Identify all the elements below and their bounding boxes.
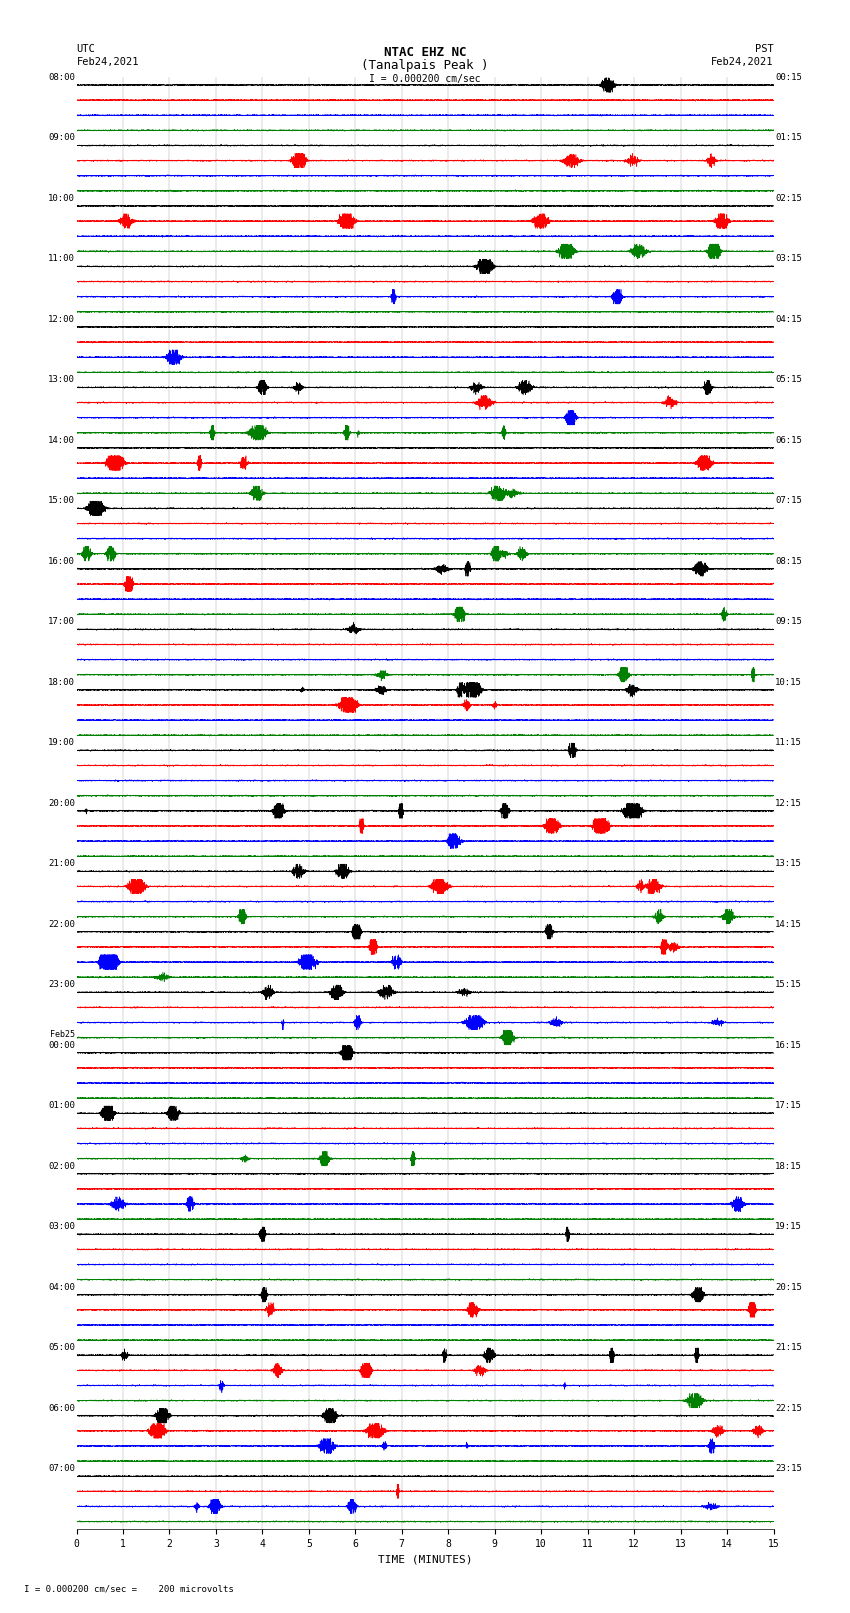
Text: 19:15: 19:15 [775,1223,802,1231]
Text: 22:00: 22:00 [48,919,75,929]
Text: 13:15: 13:15 [775,860,802,868]
Text: 11:00: 11:00 [48,255,75,263]
X-axis label: TIME (MINUTES): TIME (MINUTES) [377,1555,473,1565]
Text: 02:00: 02:00 [48,1161,75,1171]
Text: 22:15: 22:15 [775,1403,802,1413]
Text: 04:00: 04:00 [48,1282,75,1292]
Text: 16:15: 16:15 [775,1040,802,1050]
Text: 15:00: 15:00 [48,497,75,505]
Text: 13:00: 13:00 [48,376,75,384]
Text: 17:15: 17:15 [775,1102,802,1110]
Text: 00:00: 00:00 [48,1040,75,1050]
Text: Feb25: Feb25 [50,1029,75,1039]
Text: 02:15: 02:15 [775,194,802,203]
Text: 10:15: 10:15 [775,677,802,687]
Text: I = 0.000200 cm/sec: I = 0.000200 cm/sec [369,74,481,84]
Text: Feb24,2021: Feb24,2021 [711,56,774,66]
Text: 01:15: 01:15 [775,134,802,142]
Text: 23:00: 23:00 [48,981,75,989]
Text: 15:15: 15:15 [775,981,802,989]
Text: 09:00: 09:00 [48,134,75,142]
Text: 23:15: 23:15 [775,1465,802,1473]
Text: 05:15: 05:15 [775,376,802,384]
Text: 12:00: 12:00 [48,315,75,324]
Text: UTC: UTC [76,44,95,53]
Text: 09:15: 09:15 [775,618,802,626]
Text: 07:15: 07:15 [775,497,802,505]
Text: 07:00: 07:00 [48,1465,75,1473]
Text: 20:00: 20:00 [48,798,75,808]
Text: 16:00: 16:00 [48,556,75,566]
Text: 14:15: 14:15 [775,919,802,929]
Text: I = 0.000200 cm/sec =    200 microvolts: I = 0.000200 cm/sec = 200 microvolts [8,1584,235,1594]
Text: 21:00: 21:00 [48,860,75,868]
Text: 00:15: 00:15 [775,73,802,82]
Text: PST: PST [755,44,774,53]
Text: 19:00: 19:00 [48,739,75,747]
Text: 03:00: 03:00 [48,1223,75,1231]
Text: NTAC EHZ NC: NTAC EHZ NC [383,45,467,58]
Text: 11:15: 11:15 [775,739,802,747]
Text: 12:15: 12:15 [775,798,802,808]
Text: 14:00: 14:00 [48,436,75,445]
Text: Feb24,2021: Feb24,2021 [76,56,139,66]
Text: 18:15: 18:15 [775,1161,802,1171]
Text: 03:15: 03:15 [775,255,802,263]
Text: 08:00: 08:00 [48,73,75,82]
Text: 06:15: 06:15 [775,436,802,445]
Text: (Tanalpais Peak ): (Tanalpais Peak ) [361,58,489,71]
Text: 05:00: 05:00 [48,1344,75,1352]
Text: 01:00: 01:00 [48,1102,75,1110]
Text: 08:15: 08:15 [775,556,802,566]
Text: 04:15: 04:15 [775,315,802,324]
Text: 17:00: 17:00 [48,618,75,626]
Text: 10:00: 10:00 [48,194,75,203]
Text: 20:15: 20:15 [775,1282,802,1292]
Text: 06:00: 06:00 [48,1403,75,1413]
Text: 18:00: 18:00 [48,677,75,687]
Text: 21:15: 21:15 [775,1344,802,1352]
